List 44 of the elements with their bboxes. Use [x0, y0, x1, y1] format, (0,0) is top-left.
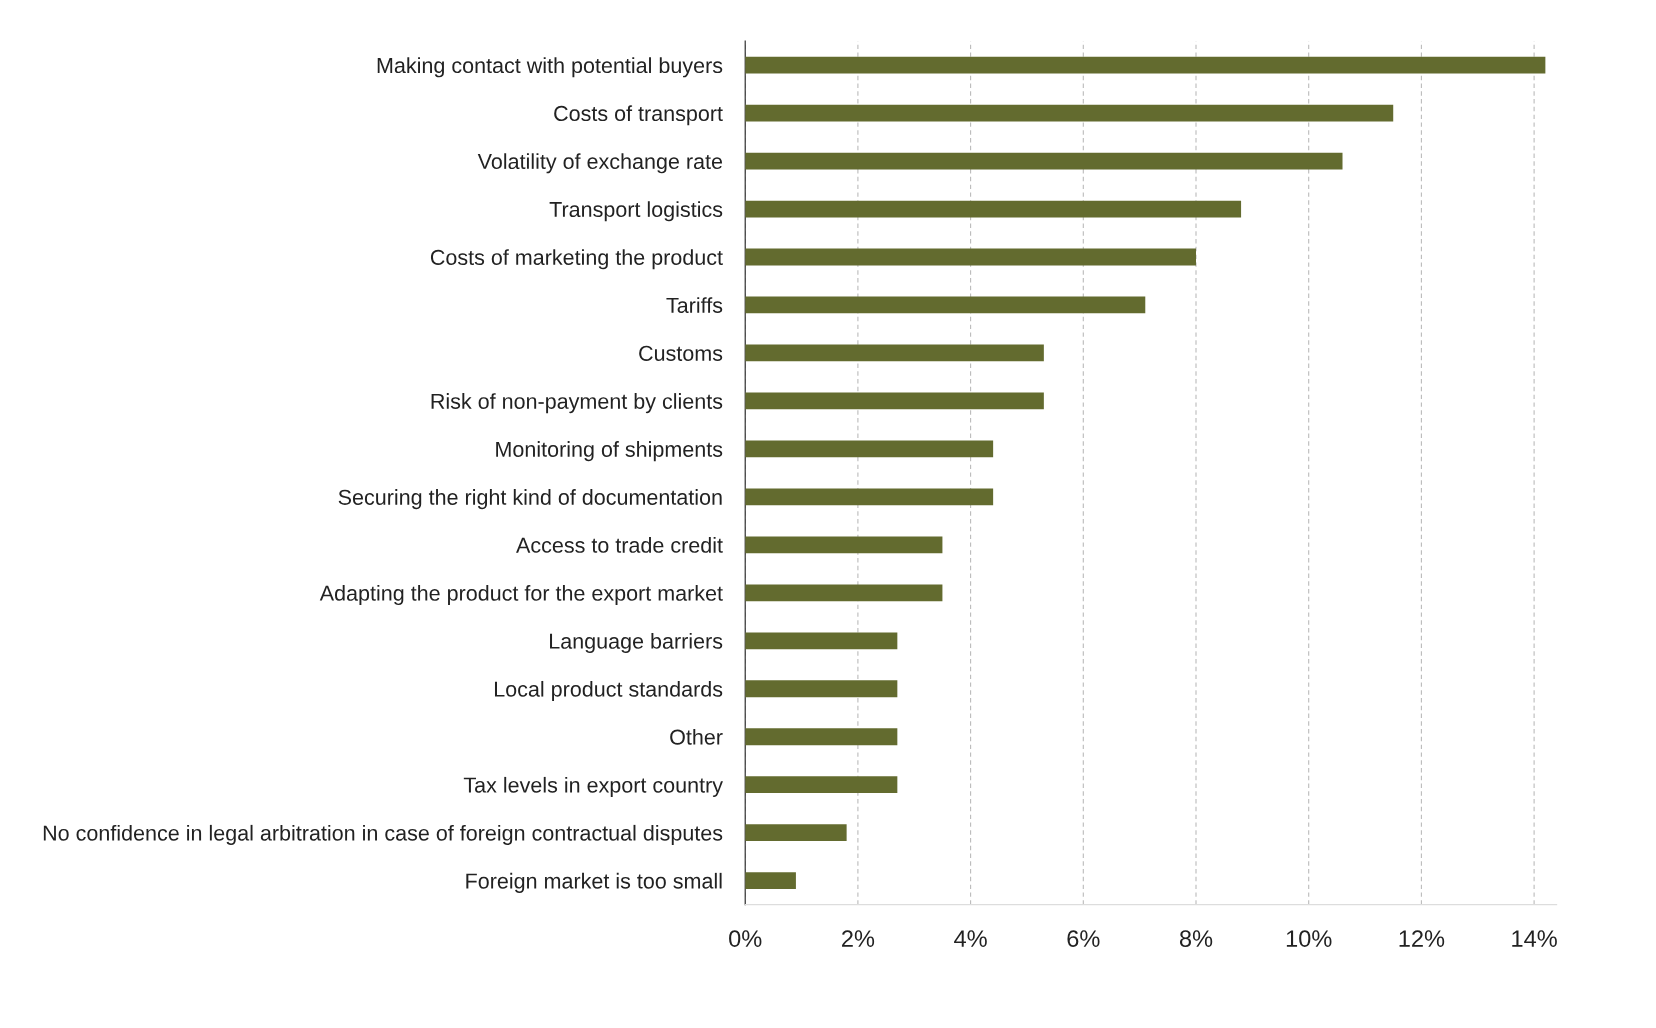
y-tick-label: Securing the right kind of documentation — [338, 489, 722, 510]
y-tick-label: Local product standards — [494, 680, 723, 702]
bar — [745, 728, 898, 746]
bar — [745, 776, 898, 794]
bar — [745, 248, 1196, 266]
x-tick-label: 0% — [729, 930, 762, 947]
bar — [745, 440, 994, 458]
y-tick-label: Language barriers — [550, 632, 723, 654]
bar — [745, 296, 1146, 314]
x-tick-label: 12% — [1399, 930, 1445, 947]
y-tick-label: No confidence in legal arbitration in case of foreign contractual disputes — [43, 824, 723, 845]
x-tick-label: 8% — [1179, 930, 1213, 947]
y-tick-label: Costs of marketing the product — [430, 249, 723, 270]
bar — [745, 872, 796, 890]
bar — [745, 200, 1242, 218]
bar — [745, 392, 1044, 410]
y-tick-label: Volatility of exchange rate — [477, 153, 723, 174]
bar — [745, 56, 1546, 74]
y-tick-label: Tariffs — [666, 297, 723, 313]
x-tick-label: 6% — [1067, 930, 1100, 947]
bar — [745, 104, 1394, 122]
y-tick-label: Costs of transport — [554, 105, 723, 126]
x-tick-label: 14% — [1512, 930, 1557, 947]
x-tick-label: 2% — [842, 930, 875, 947]
y-tick-label: Monitoring of shipments — [496, 441, 723, 462]
x-tick-label: 4% — [954, 930, 987, 947]
bar — [745, 488, 994, 506]
y-tick-label: Transport logistics — [549, 201, 723, 222]
bar — [745, 632, 898, 650]
bar — [745, 584, 943, 602]
bar — [745, 152, 1343, 170]
y-tick-label: Other — [670, 728, 723, 745]
bar — [745, 824, 847, 842]
y-tick-label: Access to trade credit — [516, 537, 723, 553]
bar — [745, 344, 1044, 362]
bar — [745, 680, 898, 698]
y-tick-label: Tax levels in export country — [463, 776, 723, 797]
y-tick-label: Foreign market is too small — [466, 872, 722, 893]
y-tick-label: Making contact with potential buyers — [377, 57, 723, 78]
y-tick-label: Adapting the product for the export market — [319, 585, 723, 606]
y-tick-label: Customs — [639, 345, 723, 361]
x-tick-label: 10% — [1286, 930, 1332, 947]
y-tick-label: Risk of non-payment by clients — [431, 393, 723, 414]
bar — [745, 536, 943, 554]
